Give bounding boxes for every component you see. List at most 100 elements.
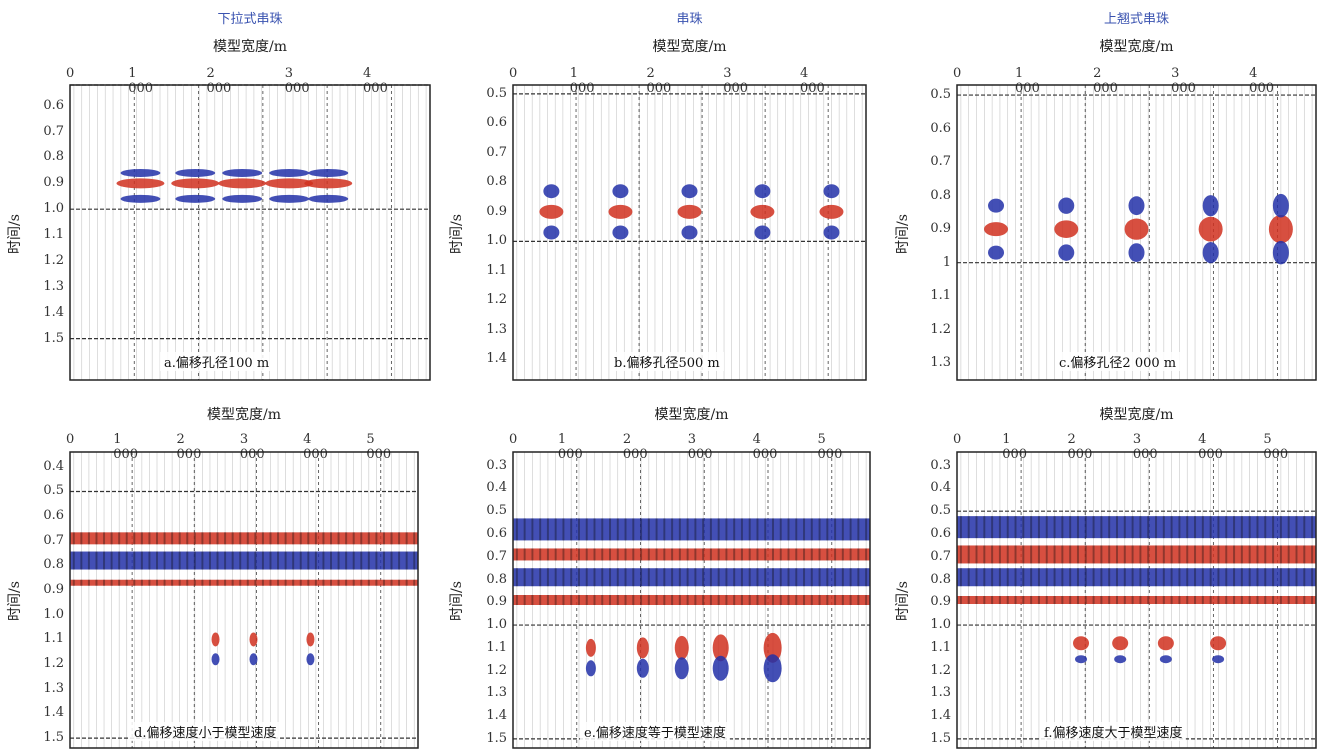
band-trace [193,532,196,545]
band-trace [171,551,174,570]
band-trace [1115,516,1118,539]
band-trace [671,548,674,561]
band-trace [1069,545,1072,564]
event-negative [120,168,161,177]
band-trace [140,532,143,545]
band-trace [382,551,385,570]
y-tick-label: 1.3 [486,685,507,701]
band-trace [413,551,416,570]
band-trace [795,548,798,561]
band-trace [756,595,759,605]
bead-positive [712,634,729,662]
bead-positive [608,204,633,219]
band-trace [1069,596,1072,604]
y-tick-label: 0.6 [43,508,64,524]
band-trace [1170,545,1173,564]
event-negative [308,168,349,177]
bead-negative [543,184,560,199]
plot-frame [512,84,867,381]
band-trace [1162,545,1165,564]
y-tick-label: 0.9 [930,594,951,610]
band-trace [216,579,219,586]
seismic-section [956,451,1317,749]
y-axis-label: 时间/s [448,213,465,254]
band-trace [254,579,257,586]
band-trace [983,568,986,587]
y-tick-label: 1.2 [930,321,951,337]
panel-caption: d.偏移速度小于模型速度 [130,722,281,741]
x-tick-label: 0 [509,432,518,447]
band-trace [1178,596,1181,604]
band-trace [1092,596,1095,604]
reflection-band-positive [513,548,870,561]
band-trace [1186,568,1189,587]
band-trace [1131,545,1134,564]
x-axis-label: 模型宽度/m [213,39,287,55]
band-trace [991,545,994,564]
band-trace [826,548,829,561]
band-trace [546,595,549,605]
band-trace [810,568,813,587]
event-negative [175,194,216,203]
band-trace [593,568,596,587]
plot-frame [956,84,1317,381]
band-trace [1162,596,1165,604]
band-trace [1256,545,1259,564]
band-trace [1303,545,1306,564]
bead-negative [681,225,698,240]
band-trace [1225,568,1228,587]
band-trace [1115,568,1118,587]
bead-negative [1202,242,1219,264]
band-trace [1037,596,1040,604]
band-trace [171,532,174,545]
band-trace [1209,545,1212,564]
y-axis-label: 时间/s [6,213,23,254]
band-trace [314,579,317,586]
band-trace [671,518,674,541]
event-negative [120,194,161,203]
band-trace [239,579,242,586]
y-tick-label: 0.6 [930,525,951,541]
band-trace [1108,545,1111,564]
band-trace [1240,516,1243,539]
band-trace [1076,596,1079,604]
band-trace [1170,596,1173,604]
band-trace [1030,545,1033,564]
band-trace [585,548,588,561]
bead-negative [681,184,698,199]
y-tick-label: 0.5 [486,85,507,101]
band-trace [72,579,75,586]
band-trace [1186,596,1189,604]
band-trace [110,579,113,586]
band-trace [1069,516,1072,539]
band-trace [269,551,272,570]
x-tick-label: 3 000 [239,432,265,462]
band-trace [337,551,340,570]
band-trace [95,579,98,586]
band-trace [725,548,728,561]
y-tick-label: 1.4 [930,708,951,724]
bead-negative [823,225,840,240]
band-trace [352,532,355,545]
band-trace [841,548,844,561]
band-trace [539,548,542,561]
band-trace [787,548,790,561]
band-trace [570,595,573,605]
band-trace [740,518,743,541]
band-trace [686,518,689,541]
band-trace [570,518,573,541]
band-trace [1014,568,1017,587]
band-trace [330,551,332,570]
band-trace [577,548,580,561]
band-trace [983,545,986,564]
band-trace [857,568,860,587]
reflection-band-negative [70,551,418,570]
y-tick-label: 1.2 [486,292,507,308]
band-trace [352,551,355,570]
y-tick-label: 1.5 [486,730,507,746]
band-trace [1272,596,1275,604]
x-tick-label: 5 000 [1263,432,1289,462]
band-trace [1084,596,1087,604]
bead-negative [1272,240,1289,265]
band-trace [810,518,813,541]
